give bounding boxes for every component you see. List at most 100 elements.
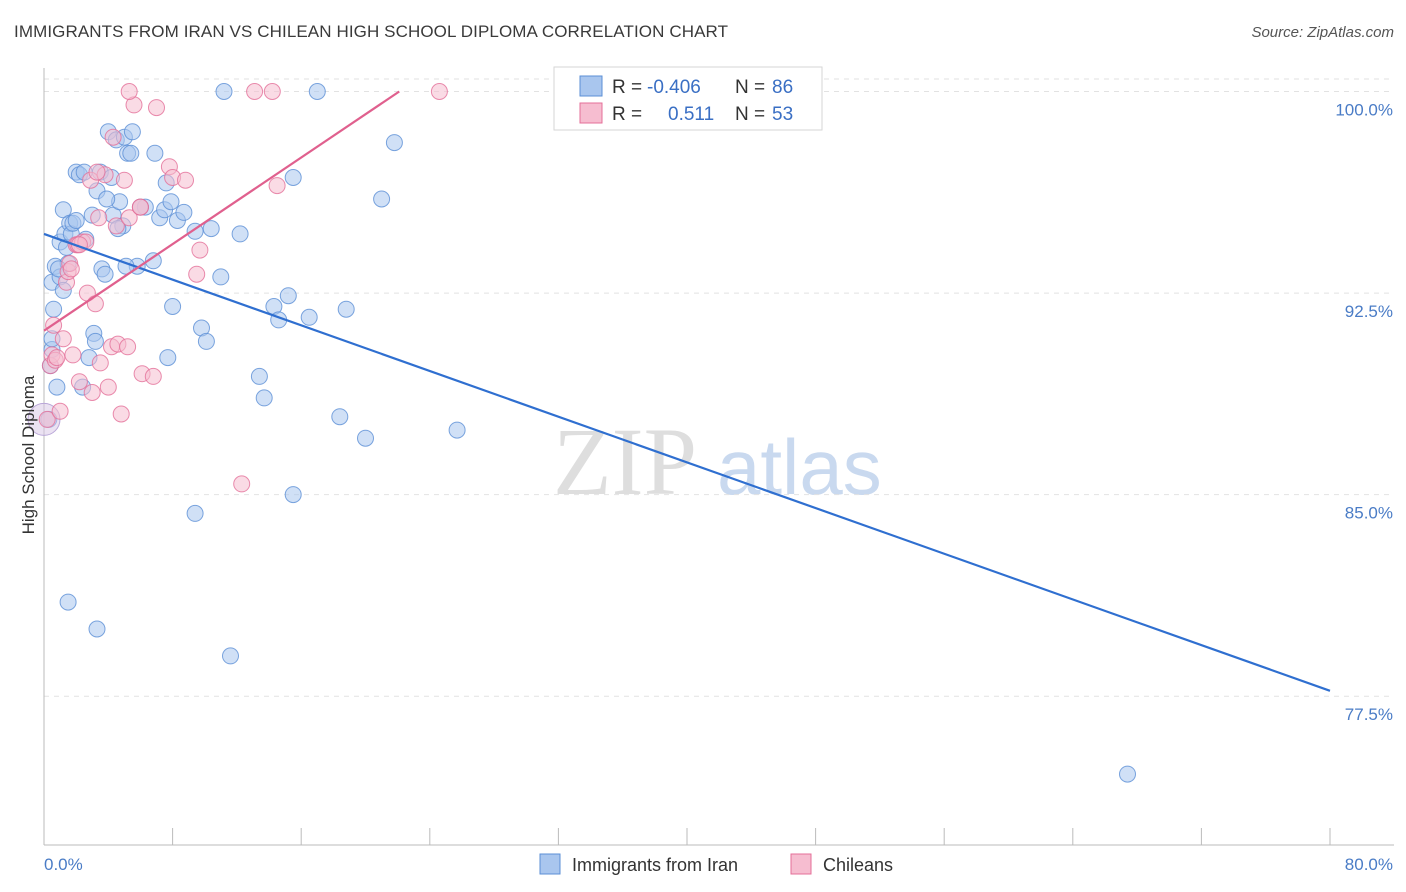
point-iran <box>146 144 164 162</box>
point-iran <box>67 212 85 229</box>
correlation-legend: R = -0.406 N = 86 R = 0.511 N = 53 <box>553 66 823 131</box>
point-iran <box>96 265 114 283</box>
point-iran <box>284 169 302 186</box>
bottom-legend-swatch-iran <box>539 853 561 875</box>
point-chileans <box>86 295 104 313</box>
point-iran <box>215 83 233 100</box>
point-chileans <box>263 83 281 100</box>
point-chileans <box>188 265 206 283</box>
point-iran <box>197 332 215 350</box>
point-chileans <box>119 338 137 356</box>
chart-title: IMMIGRANTS FROM IRAN VS CHILEAN HIGH SCH… <box>14 22 729 41</box>
legend-n-value-1: 86 <box>772 77 793 98</box>
legend-n-label-2: N = <box>735 104 765 125</box>
point-chileans <box>51 402 69 420</box>
point-iran <box>175 203 193 221</box>
point-iran <box>159 349 177 367</box>
y-axis-label: High School Diploma <box>19 375 38 534</box>
trend-line-iran <box>43 232 1331 692</box>
y-tick-label: 85.0% <box>1345 504 1393 523</box>
point-iran <box>98 190 116 208</box>
point-chileans <box>54 330 72 348</box>
legend-r-value-2: 0.511 <box>668 104 714 125</box>
point-chileans <box>131 198 149 216</box>
point-chileans <box>48 349 66 367</box>
point-chileans <box>177 171 194 189</box>
point-chileans <box>38 410 56 428</box>
point-chileans <box>90 209 108 227</box>
source-label: Source: ZipAtlas.com <box>1251 24 1394 41</box>
point-iran <box>300 308 318 326</box>
point-iran <box>164 298 182 315</box>
point-chileans <box>62 260 80 278</box>
point-iran <box>331 408 349 426</box>
legend-r-label-2: R = <box>612 104 642 125</box>
point-chileans <box>430 83 448 100</box>
y-tick-label: 92.5% <box>1345 302 1393 321</box>
bottom-legend-swatch-chileans <box>790 853 812 875</box>
point-iran <box>308 83 326 100</box>
point-iran <box>202 220 220 238</box>
point-iran <box>385 134 403 152</box>
point-iran <box>123 123 141 141</box>
point-iran <box>88 620 106 638</box>
point-iran <box>222 647 239 665</box>
point-chileans <box>246 83 264 100</box>
point-chileans <box>191 241 209 259</box>
point-chileans <box>233 475 251 493</box>
series-chileans-points <box>38 83 448 493</box>
point-chileans <box>64 346 82 364</box>
legend-swatch-iran <box>579 75 603 97</box>
point-iran <box>284 486 302 504</box>
point-iran <box>122 144 140 162</box>
trend-line-chileans <box>43 90 400 332</box>
point-chileans <box>107 217 125 235</box>
point-iran <box>250 367 268 385</box>
point-iran <box>48 378 66 396</box>
point-chileans <box>91 354 109 372</box>
point-iran <box>186 504 204 522</box>
point-chileans <box>88 163 106 181</box>
legend-r-value-1: -0.406 <box>647 77 701 98</box>
point-iran <box>448 421 466 439</box>
point-chileans <box>99 378 117 396</box>
bottom-legend-label-iran: Immigrants from Iran <box>572 855 738 875</box>
point-iran <box>59 593 77 611</box>
point-iran <box>337 300 355 318</box>
gridlines <box>44 78 1394 697</box>
point-chileans <box>70 373 88 391</box>
point-iran <box>144 252 162 270</box>
legend-n-label-1: N = <box>735 77 765 98</box>
series-legend: Immigrants from Iran Chileans <box>539 853 893 875</box>
point-iran <box>212 268 230 286</box>
point-iran <box>373 190 391 208</box>
x-tick-label-max: 80.0% <box>1345 855 1393 874</box>
point-chileans <box>120 83 138 100</box>
watermark-zip: ZIP <box>553 408 697 515</box>
point-iran <box>1119 765 1136 783</box>
point-chileans <box>148 99 165 117</box>
watermark-atlas: atlas <box>717 423 882 511</box>
point-chileans <box>144 367 162 385</box>
axes <box>43 68 1394 846</box>
point-iran <box>162 193 180 211</box>
point-iran <box>45 300 63 318</box>
point-chileans <box>112 405 130 423</box>
point-chileans <box>104 128 122 146</box>
legend-r-label-1: R = <box>612 77 642 98</box>
point-chileans <box>120 209 138 227</box>
point-chileans <box>268 177 286 195</box>
bottom-legend-label-chileans: Chileans <box>823 855 893 875</box>
point-iran <box>357 429 374 447</box>
legend-swatch-chileans <box>579 102 603 124</box>
y-tick-label: 77.5% <box>1345 705 1393 724</box>
point-chileans <box>83 384 101 401</box>
point-iran <box>86 332 104 350</box>
trend-lines <box>43 90 1331 692</box>
y-tick-labels: 77.5% 85.0% 92.5% 100.0% <box>1335 101 1393 725</box>
x-tick-label-min: 0.0% <box>44 855 83 874</box>
legend-n-value-2: 53 <box>772 104 793 125</box>
point-iran <box>279 287 297 305</box>
point-iran <box>231 225 249 243</box>
